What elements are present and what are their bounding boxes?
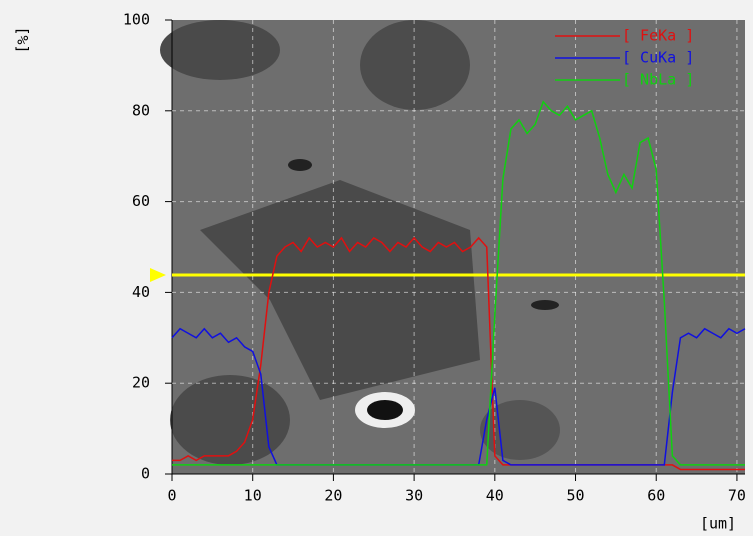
x-tick-label: 50 — [566, 487, 584, 505]
x-tick-label: 20 — [324, 487, 342, 505]
y-tick-label: 80 — [132, 101, 150, 119]
pore — [531, 300, 559, 310]
x-tick-label: 0 — [167, 487, 176, 505]
y-axis-label: [%] — [14, 26, 32, 53]
y-tick-label: 0 — [141, 465, 150, 483]
grain — [170, 375, 290, 465]
chart: [%] [um] 0 20 40 60 80 100 0 10 20 30 40 50 60 70 [ Fe… — [0, 0, 753, 536]
x-axis-label: [um] — [700, 515, 736, 533]
pore — [288, 159, 312, 171]
grain — [480, 400, 560, 460]
pore — [367, 400, 403, 420]
grain — [360, 20, 470, 110]
x-tick-label: 70 — [728, 487, 746, 505]
legend-label: [ NbLa ] — [622, 71, 694, 89]
x-tick-label: 60 — [647, 487, 665, 505]
y-tick-label: 60 — [132, 192, 150, 210]
y-tick-label: 40 — [132, 283, 150, 301]
legend-label: [ CuKa ] — [622, 49, 694, 67]
x-tick-label: 30 — [405, 487, 423, 505]
grain — [160, 20, 280, 80]
y-tick-label: 100 — [123, 11, 150, 29]
x-tick-label: 10 — [244, 487, 262, 505]
x-tick-label: 40 — [486, 487, 504, 505]
y-tick-label: 20 — [132, 374, 150, 392]
legend-label: [ FeKa ] — [622, 27, 694, 45]
